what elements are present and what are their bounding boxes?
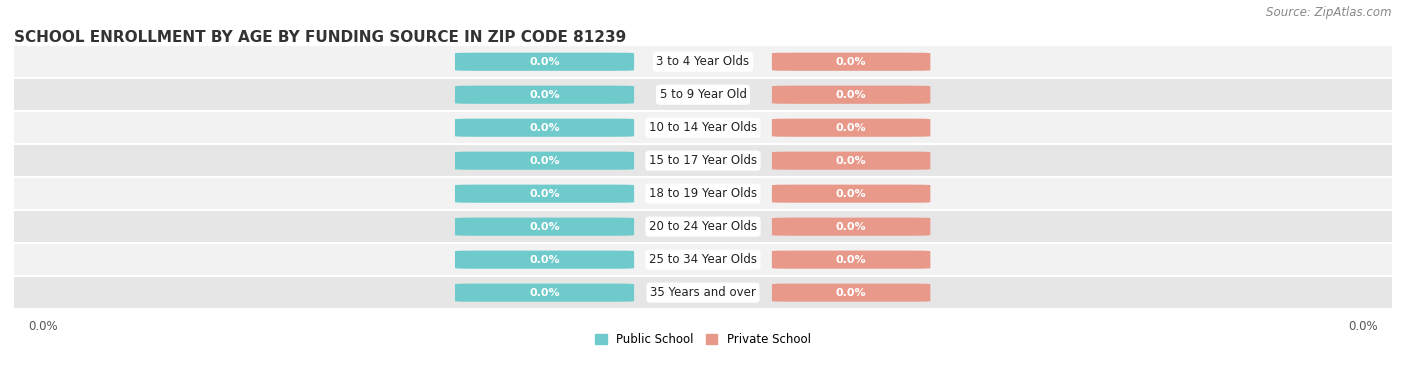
Text: 0.0%: 0.0% <box>835 222 866 232</box>
FancyBboxPatch shape <box>456 251 634 269</box>
Text: 25 to 34 Year Olds: 25 to 34 Year Olds <box>650 253 756 266</box>
FancyBboxPatch shape <box>772 218 931 236</box>
FancyBboxPatch shape <box>456 185 634 203</box>
Bar <box>14 243 1392 276</box>
Text: 0.0%: 0.0% <box>529 222 560 232</box>
FancyBboxPatch shape <box>456 218 634 236</box>
Text: 0.0%: 0.0% <box>529 57 560 67</box>
Bar <box>14 45 1392 78</box>
Text: 0.0%: 0.0% <box>835 288 866 298</box>
Text: SCHOOL ENROLLMENT BY AGE BY FUNDING SOURCE IN ZIP CODE 81239: SCHOOL ENROLLMENT BY AGE BY FUNDING SOUR… <box>14 30 626 45</box>
Text: 0.0%: 0.0% <box>529 123 560 133</box>
Text: 0.0%: 0.0% <box>835 156 866 166</box>
Bar <box>14 111 1392 144</box>
Text: 18 to 19 Year Olds: 18 to 19 Year Olds <box>650 187 756 200</box>
FancyBboxPatch shape <box>772 284 931 302</box>
Text: 0.0%: 0.0% <box>529 254 560 265</box>
FancyBboxPatch shape <box>456 53 634 71</box>
FancyBboxPatch shape <box>772 119 931 137</box>
Text: 0.0%: 0.0% <box>529 156 560 166</box>
Text: 0.0%: 0.0% <box>835 90 866 100</box>
Bar <box>14 144 1392 177</box>
Text: 10 to 14 Year Olds: 10 to 14 Year Olds <box>650 121 756 134</box>
Text: 0.0%: 0.0% <box>529 90 560 100</box>
Text: 20 to 24 Year Olds: 20 to 24 Year Olds <box>650 220 756 233</box>
FancyBboxPatch shape <box>772 86 931 104</box>
FancyBboxPatch shape <box>456 284 634 302</box>
Text: 0.0%: 0.0% <box>1348 320 1378 333</box>
Text: 3 to 4 Year Olds: 3 to 4 Year Olds <box>657 55 749 68</box>
Text: 0.0%: 0.0% <box>835 57 866 67</box>
Text: 0.0%: 0.0% <box>835 123 866 133</box>
Text: 15 to 17 Year Olds: 15 to 17 Year Olds <box>650 154 756 167</box>
Text: 0.0%: 0.0% <box>529 288 560 298</box>
FancyBboxPatch shape <box>456 86 634 104</box>
Text: 5 to 9 Year Old: 5 to 9 Year Old <box>659 88 747 101</box>
Text: Source: ZipAtlas.com: Source: ZipAtlas.com <box>1267 6 1392 18</box>
FancyBboxPatch shape <box>772 185 931 203</box>
Text: 35 Years and over: 35 Years and over <box>650 286 756 299</box>
FancyBboxPatch shape <box>456 119 634 137</box>
Bar <box>14 276 1392 309</box>
Bar <box>14 177 1392 210</box>
FancyBboxPatch shape <box>772 251 931 269</box>
FancyBboxPatch shape <box>772 152 931 170</box>
Bar <box>14 210 1392 243</box>
Text: 0.0%: 0.0% <box>835 188 866 199</box>
Text: 0.0%: 0.0% <box>835 254 866 265</box>
FancyBboxPatch shape <box>772 53 931 71</box>
Text: 0.0%: 0.0% <box>529 188 560 199</box>
FancyBboxPatch shape <box>456 152 634 170</box>
Text: 0.0%: 0.0% <box>28 320 58 333</box>
Legend: Public School, Private School: Public School, Private School <box>591 328 815 351</box>
Bar <box>14 78 1392 111</box>
